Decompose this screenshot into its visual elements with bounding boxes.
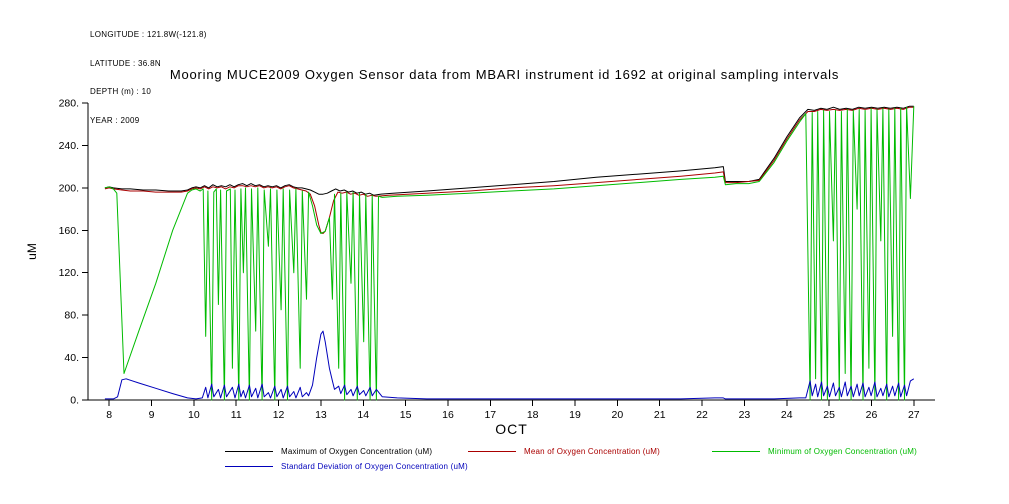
- x-tick-label: 9: [149, 409, 155, 421]
- x-tick-label: 16: [442, 409, 454, 421]
- series-line-std_dev: [104, 330, 915, 400]
- metadata-longitude: LONGITUDE : 121.8W(-121.8): [90, 30, 207, 39]
- x-tick-label: 11: [231, 409, 242, 421]
- x-tick-label: 21: [654, 409, 666, 421]
- metadata-latitude: LATITUDE : 36.8N: [90, 58, 161, 68]
- series-line-mean: [104, 106, 914, 234]
- x-tick-label: 13: [315, 409, 327, 421]
- y-tick-label: 160.: [59, 225, 79, 237]
- y-tick-label: 80.: [64, 310, 79, 322]
- x-tick-label: 23: [739, 409, 751, 421]
- x-tick-label: 19: [569, 409, 581, 421]
- series-line-maximum: [104, 105, 914, 196]
- x-tick-label: 15: [400, 409, 412, 421]
- plot-title: Mooring MUCE2009 Oxygen Sensor data from…: [169, 67, 840, 82]
- header-metadata: LONGITUDE : 121.8W(-121.8) LATITUDE : 36…: [90, 11, 207, 135]
- x-axis-title: OCT: [495, 421, 528, 437]
- series-line-minimum: [104, 106, 915, 401]
- x-tick-label: 10: [188, 409, 200, 421]
- y-axis-title: uM: [25, 243, 39, 260]
- x-tick-label: 8: [106, 409, 112, 421]
- x-tick-label: 24: [781, 409, 793, 421]
- y-tick-label: 40.: [64, 352, 79, 364]
- x-tick-label: 17: [484, 409, 496, 421]
- x-tick-label: 26: [866, 409, 878, 421]
- x-tick-label: 22: [696, 409, 708, 421]
- x-tick-label: 18: [527, 409, 539, 421]
- metadata-year: YEAR : 2009: [90, 115, 140, 125]
- y-tick-label: 0.: [70, 395, 79, 407]
- y-tick-label: 120.: [59, 267, 79, 279]
- y-tick-label: 240.: [59, 140, 79, 152]
- y-tick-label: 200.: [59, 182, 79, 194]
- x-tick-label: 27: [908, 409, 920, 421]
- x-tick-label: 25: [823, 409, 835, 421]
- x-tick-label: 12: [273, 409, 285, 421]
- y-tick-label: 280.: [59, 98, 79, 110]
- metadata-depth: DEPTH (m) : 10: [90, 87, 152, 96]
- x-tick-label: 20: [612, 409, 624, 421]
- x-tick-label: 14: [357, 409, 369, 421]
